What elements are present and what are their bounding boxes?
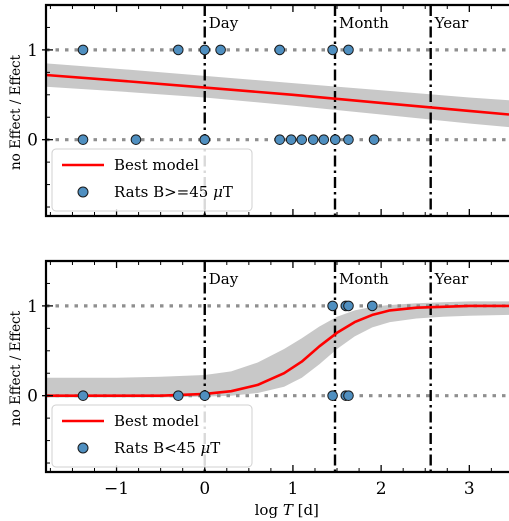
data-point — [327, 44, 338, 56]
data-point — [77, 44, 89, 56]
best-model-line — [46, 73, 509, 116]
y-tick-label: 0 — [27, 131, 38, 151]
legend-label-rats: Rats B>=45 μT — [114, 183, 233, 201]
data-point — [199, 134, 211, 145]
panel-2: Day Month Year 0 1 −1 0 1 2 3 log T [d] no Effect /… — [8, 259, 509, 519]
data-point — [343, 134, 354, 145]
y-tick-label: 1 — [27, 41, 38, 61]
data-point — [274, 44, 286, 56]
data-point — [367, 300, 378, 312]
y-tick-label: 1 — [27, 297, 38, 317]
data-point — [343, 44, 354, 56]
legend-label-rats: Rats B<45 μT — [114, 439, 220, 457]
vline-label-day: Day — [209, 14, 239, 32]
legend: Best model Rats B>=45 μT — [51, 148, 253, 212]
legend-label-best-model: Best model — [114, 412, 199, 430]
data-point — [296, 134, 308, 145]
panel-1: Day Month Year 0 1no Effect / Effect Best mod… — [8, 3, 509, 218]
data-point — [368, 134, 380, 145]
best-model-line — [46, 304, 509, 397]
plot-area — [46, 261, 509, 472]
data-point — [199, 44, 211, 56]
x-tick-label: 1 — [288, 479, 299, 499]
data-point — [327, 300, 338, 312]
x-tick-label: −1 — [104, 479, 129, 499]
y-axis-label: no Effect / Effect — [8, 310, 24, 426]
x-tick-label: 0 — [199, 479, 210, 499]
data-point — [327, 390, 338, 401]
data-point — [307, 134, 319, 145]
data-point — [77, 134, 89, 145]
x-axis-label: log T [d] — [255, 501, 319, 519]
x-tick-label: 3 — [464, 479, 475, 499]
confidence-band — [46, 63, 509, 128]
data-point — [285, 134, 297, 145]
data-point — [343, 390, 354, 401]
legend-point-swatch — [77, 186, 89, 198]
data-point — [130, 134, 142, 145]
y-tick-label: 0 — [27, 387, 38, 407]
axes-frame — [44, 259, 509, 474]
plot-area — [46, 5, 509, 216]
data-point — [172, 44, 184, 56]
data-point — [318, 134, 330, 145]
vline-label-day: Day — [209, 270, 239, 288]
legend-label-best-model: Best model — [114, 156, 199, 174]
x-tick-label: 2 — [376, 479, 387, 499]
data-point — [343, 300, 354, 312]
y-axis-label: no Effect / Effect — [8, 54, 24, 170]
vline-label-month: Month — [339, 14, 389, 32]
axes-frame — [44, 3, 509, 218]
vline-label-month: Month — [339, 270, 389, 288]
data-point — [329, 134, 341, 145]
data-point — [199, 390, 211, 401]
vline-label-year: Year — [434, 270, 469, 288]
data-point — [215, 44, 226, 56]
data-point — [172, 390, 184, 401]
legend-point-swatch — [77, 442, 89, 454]
legend: Best model Rats B<45 μT — [51, 404, 253, 468]
data-point — [274, 134, 286, 145]
vline-label-year: Year — [434, 14, 469, 32]
confidence-band — [46, 301, 509, 398]
data-point — [77, 390, 89, 401]
